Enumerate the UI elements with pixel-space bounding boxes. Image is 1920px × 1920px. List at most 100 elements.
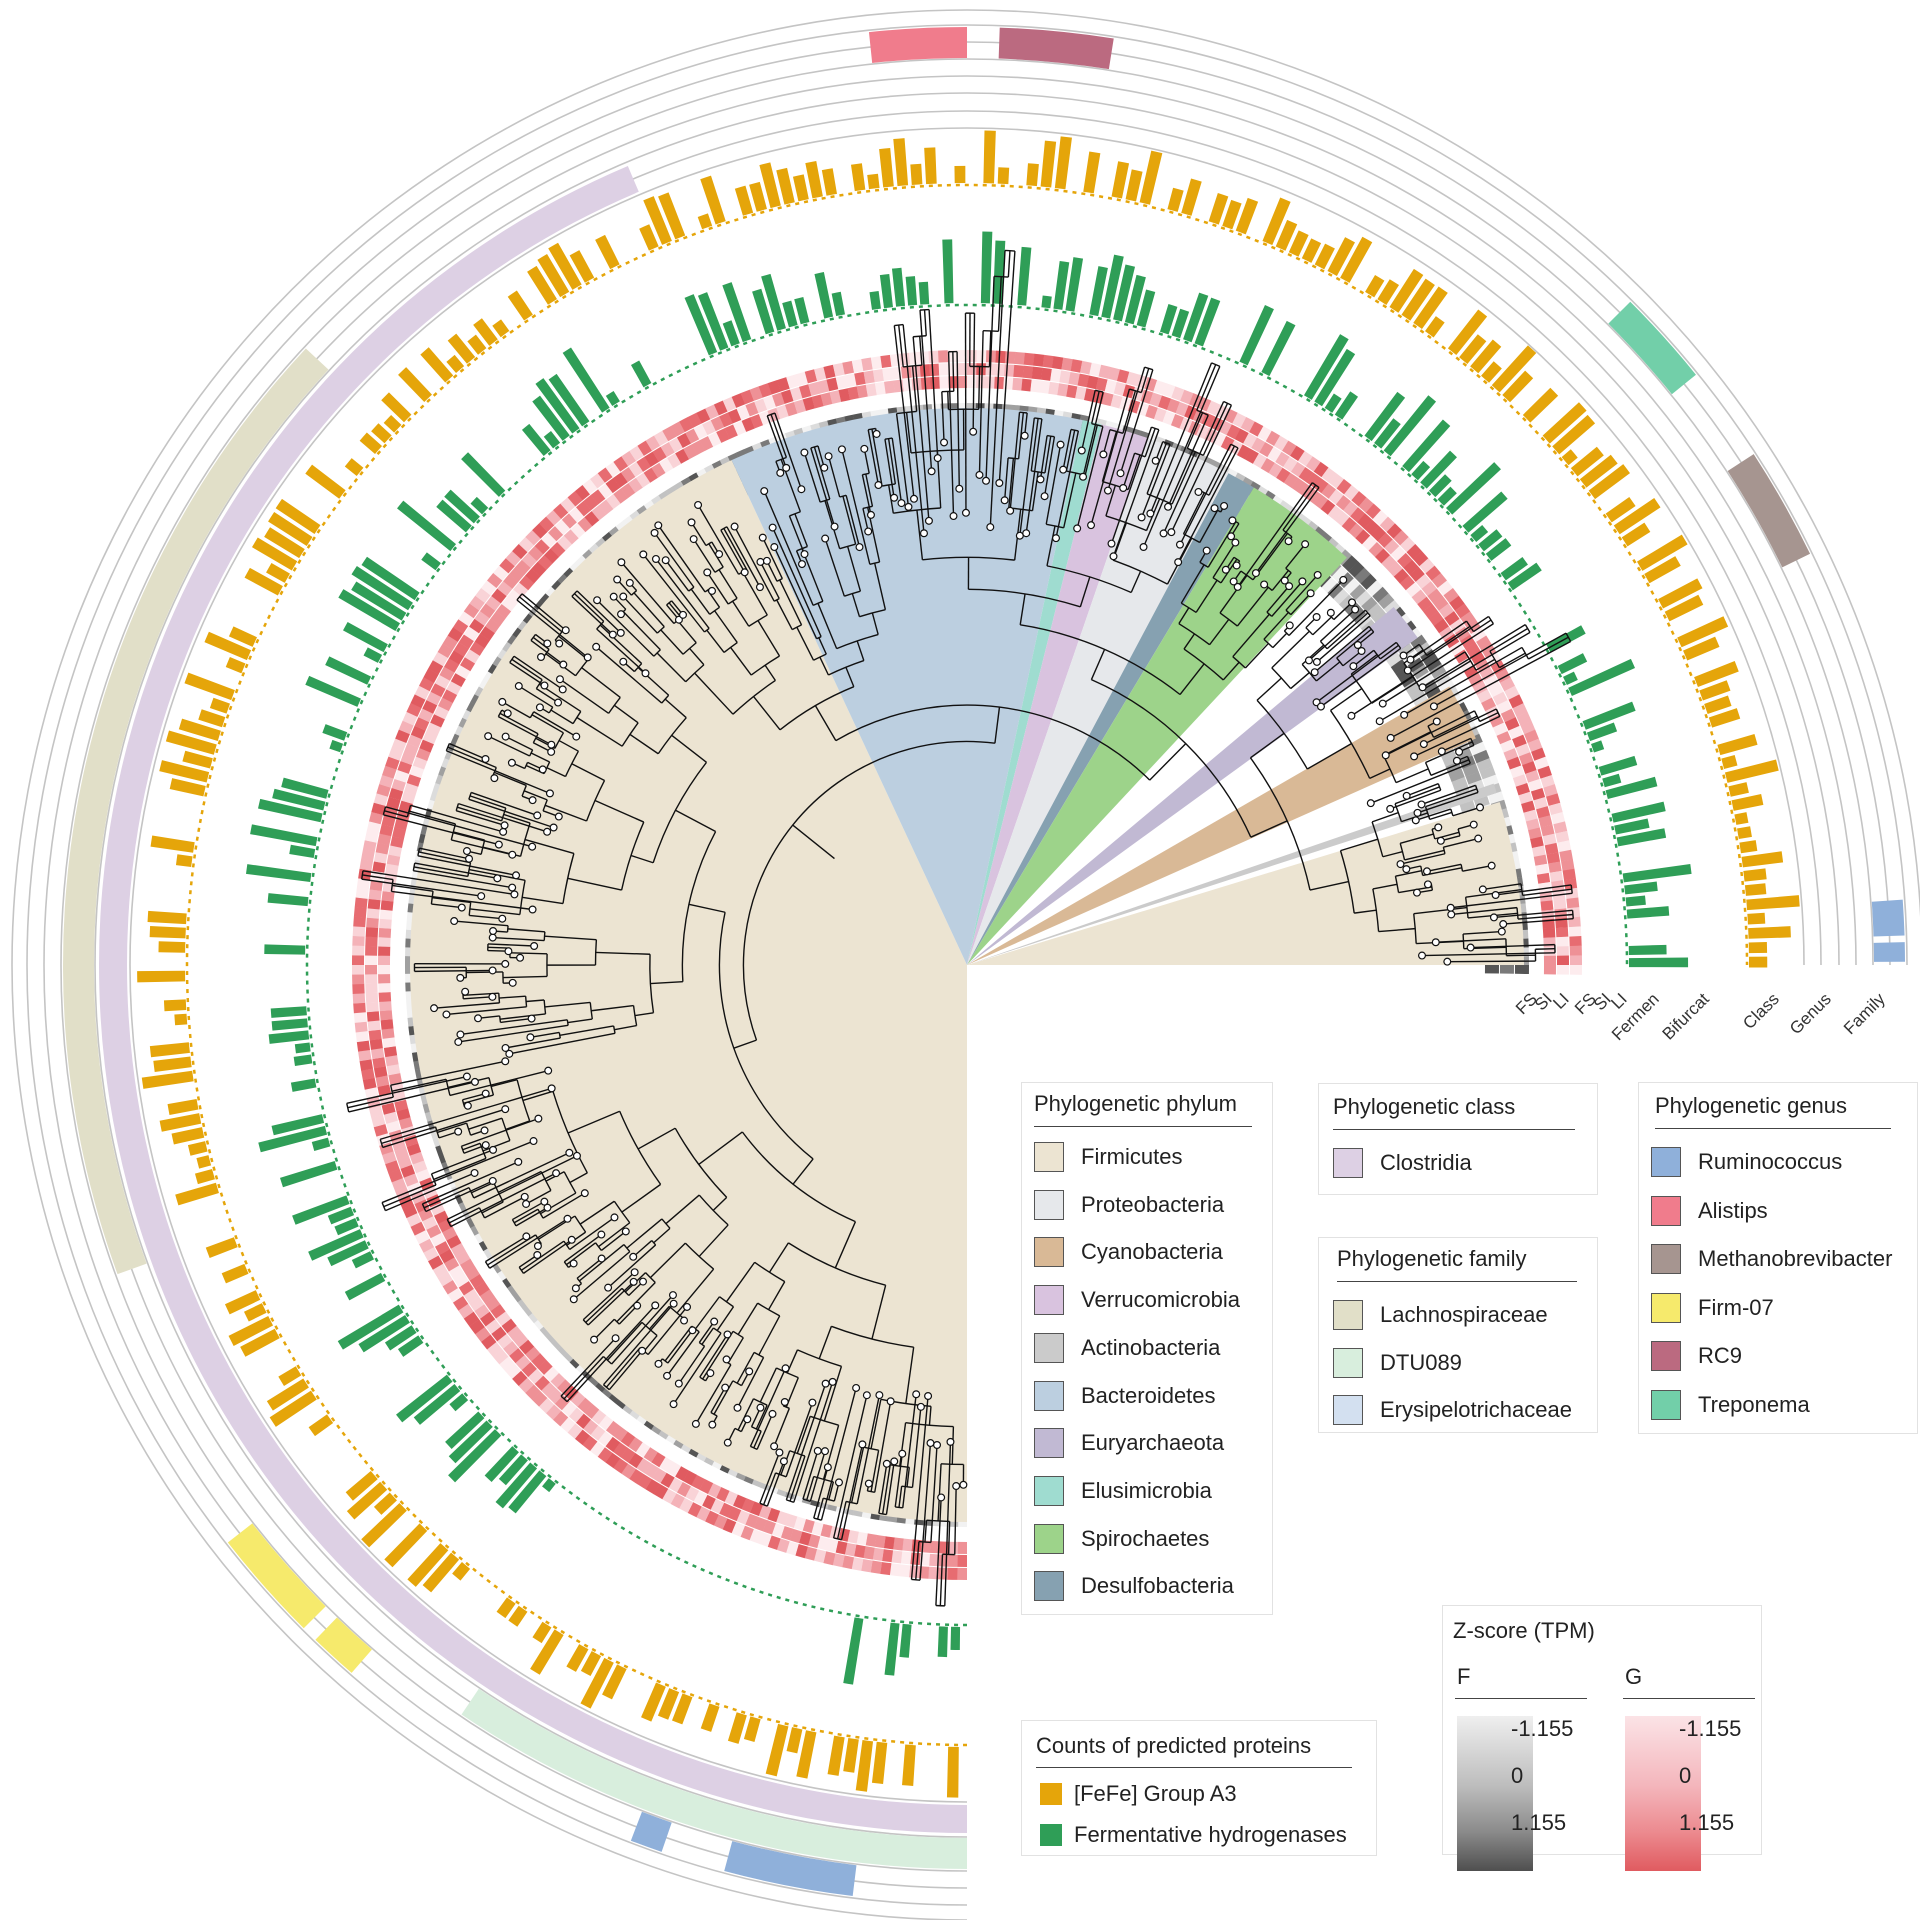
tree-tip [1351, 605, 1360, 614]
tree-branch [431, 903, 462, 909]
tree-tip [1381, 751, 1390, 760]
g-heat-cell [1145, 404, 1158, 420]
g-heat-cell [394, 1099, 409, 1112]
g-heat-cell [838, 388, 851, 402]
tree-branch [1170, 404, 1233, 533]
tree-branch [1019, 417, 1036, 536]
f-heat-cell [1514, 965, 1529, 975]
g-heat-cell [480, 1334, 497, 1350]
tree-branch [736, 1352, 755, 1384]
ferm-bar [1101, 254, 1124, 319]
tree-branch [1425, 741, 1473, 764]
g-heat-cell [497, 581, 513, 597]
g-heat-cell [1518, 791, 1533, 805]
tree-tip [654, 1359, 663, 1368]
fefe-bar [473, 318, 498, 346]
g-heat-cell [1540, 824, 1555, 837]
fefe-bar [196, 1155, 212, 1169]
g-heat-cell [485, 618, 501, 634]
tree-arc [911, 1578, 921, 1581]
tree-branch [410, 804, 504, 833]
tree-branch [912, 336, 930, 521]
tree-arc [1129, 388, 1142, 394]
g-heat-cell [1522, 761, 1537, 775]
tree-branch [578, 1244, 625, 1282]
tree-tip [875, 1391, 884, 1400]
tree-arc [719, 1296, 734, 1308]
g-heat-cell [474, 633, 490, 649]
tree-tip [1455, 747, 1464, 756]
g-heat-cell [874, 1534, 886, 1549]
g-heat-cell [613, 488, 629, 504]
tree-branch [1308, 609, 1366, 661]
g-heat-cell [780, 389, 794, 404]
tree-arc [417, 848, 421, 856]
g-heat-cell [495, 1311, 512, 1327]
tree-tip [852, 1383, 861, 1392]
g-heat-cell [802, 396, 815, 411]
g-heat-cell [847, 1529, 859, 1544]
tree-branch [937, 1463, 942, 1521]
g-heat-cell [832, 362, 845, 377]
fefe-bar [1552, 414, 1596, 455]
f-heat-cell [1484, 965, 1499, 974]
fefe-bar [796, 1730, 817, 1779]
g-heat-cell [635, 1442, 651, 1458]
tree-branch [653, 1227, 671, 1244]
g-heat-cell [499, 1356, 515, 1372]
g-heat-cell [378, 973, 391, 984]
f-heat-cell [1417, 671, 1434, 687]
g-heat-cell [485, 595, 501, 611]
tree-branch [677, 620, 697, 644]
g-heat-cell [1540, 900, 1554, 911]
tree-tip [508, 883, 517, 892]
ferm-bar [1261, 320, 1296, 377]
tree-branch [772, 527, 822, 637]
tree-arc [1070, 428, 1079, 432]
tree-tip [633, 1301, 642, 1310]
tree-tip [708, 1420, 717, 1429]
tree-branch [697, 504, 740, 575]
fefe-bar [1747, 912, 1766, 925]
g-heat-cell [1403, 559, 1419, 575]
g-heat-cell [1048, 381, 1060, 396]
fefe-bar [997, 167, 1010, 185]
ferm-bar [272, 788, 326, 811]
tree-branch [347, 1096, 394, 1109]
legend-label: Clostridia [1380, 1150, 1472, 1175]
g-heat-cell [394, 1147, 409, 1160]
g-heat-cell [1126, 371, 1139, 387]
tree-branch [1528, 636, 1569, 660]
tree-branch [1421, 952, 1556, 957]
f-heat-cell [1386, 652, 1403, 668]
tree-arc [1282, 529, 1293, 538]
g-heat-cell [1525, 770, 1540, 783]
tree-branch [512, 1201, 545, 1221]
ferm-bar [344, 1272, 386, 1301]
g-heat-cell [499, 558, 515, 574]
tree-branch [471, 1181, 495, 1194]
tree-arc [968, 588, 1081, 608]
tree-tip [499, 827, 508, 836]
tree-tip [872, 429, 881, 438]
tree-arc [910, 449, 964, 454]
g-heat-cell [865, 1533, 877, 1547]
zscore-g-tick-mid: 0 [1679, 1763, 1692, 1788]
tree-tip [1284, 537, 1293, 546]
ferm-bar [1628, 944, 1667, 955]
g-heat-cell [1549, 870, 1564, 883]
tree-branch [809, 1450, 826, 1502]
g-heat-cell [1328, 489, 1344, 505]
tree-branch [1065, 430, 1076, 472]
tree-tip [1357, 646, 1366, 655]
tree-branch [1144, 428, 1156, 458]
fefe-bar [228, 626, 258, 647]
tree-tip [498, 697, 507, 706]
f-heat-cell [1425, 686, 1443, 702]
f-heat-cell [1342, 555, 1359, 572]
g-heat-cell [628, 1452, 644, 1469]
g-heat-cell [390, 836, 404, 848]
g-heat-cell [1077, 373, 1090, 388]
tree-tip [910, 494, 919, 503]
tree-branch [988, 330, 992, 367]
